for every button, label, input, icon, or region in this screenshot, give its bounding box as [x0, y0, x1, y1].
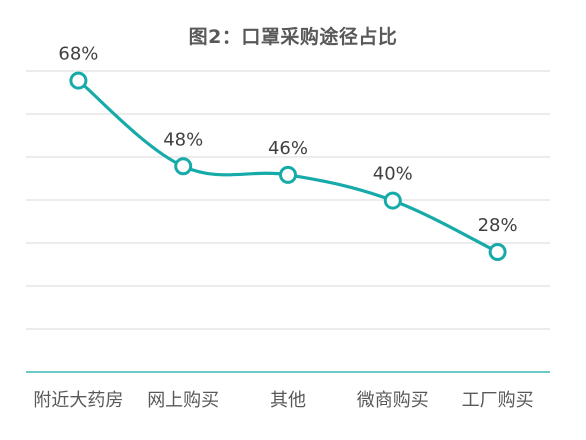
data-labels-group: 68% 48% 46% 40% 28%	[58, 44, 517, 236]
x-tick-label-2: 其他	[270, 390, 306, 411]
x-tick-label-1: 网上购买	[147, 390, 219, 411]
data-label-4: 28%	[478, 215, 518, 236]
data-label-3: 40%	[373, 164, 413, 185]
markers-group	[69, 71, 507, 261]
data-point-0	[69, 71, 88, 90]
data-point-4	[488, 243, 507, 261]
data-label-0: 68%	[58, 44, 98, 65]
x-tick-label-3: 微商购买	[357, 390, 429, 411]
x-tick-label-0: 附近大药房	[33, 390, 123, 411]
gridlines	[26, 70, 550, 330]
data-label-2: 46%	[268, 138, 308, 159]
x-tick-label-4: 工厂购买	[462, 390, 534, 411]
data-point-2	[279, 165, 297, 184]
x-tick-labels: 附近大药房 网上购买 其他 微商购买 工厂购买	[33, 390, 533, 411]
data-point-1	[174, 157, 193, 176]
data-label-1: 48%	[163, 129, 203, 150]
chart-title: 图2：口罩采购途径占比	[188, 26, 398, 48]
data-point-3	[383, 191, 402, 210]
